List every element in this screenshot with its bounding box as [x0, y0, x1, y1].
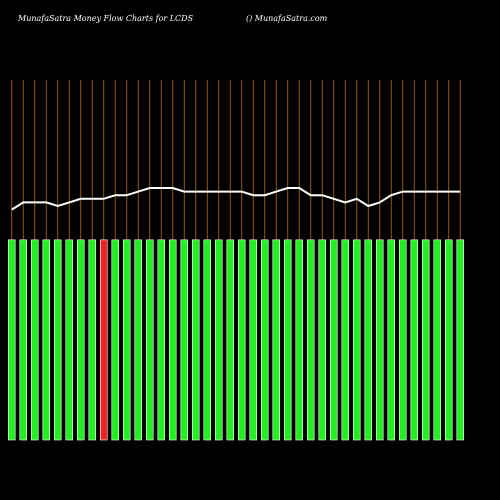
bar — [8, 239, 16, 441]
bar — [77, 239, 85, 441]
bar — [53, 239, 62, 441]
bar — [111, 239, 120, 441]
bar — [19, 239, 27, 441]
bar — [134, 239, 143, 441]
bar — [157, 239, 166, 441]
bar — [260, 239, 269, 441]
bar — [146, 239, 154, 441]
bar — [30, 239, 39, 441]
bar — [295, 239, 303, 441]
bar — [329, 239, 338, 441]
bar — [387, 239, 395, 441]
bar — [341, 239, 349, 441]
bar — [123, 239, 131, 441]
bar — [398, 239, 407, 441]
bar — [283, 239, 292, 441]
bar — [421, 239, 430, 441]
bar — [65, 239, 74, 441]
bar — [306, 239, 315, 441]
bar — [238, 239, 246, 441]
bar — [42, 239, 50, 441]
bar — [226, 239, 235, 441]
bar — [215, 239, 223, 441]
chart-title: MunafaSatra Money Flow Charts for LCDS — [17, 14, 194, 23]
bar — [169, 239, 177, 441]
bar — [444, 239, 453, 441]
bar — [318, 239, 326, 441]
bar — [249, 239, 258, 441]
bar — [272, 239, 280, 441]
bar — [364, 239, 372, 441]
bar — [100, 239, 108, 441]
bar — [180, 239, 189, 441]
bar — [203, 239, 212, 441]
bar — [192, 239, 200, 441]
bar — [456, 239, 464, 441]
bar — [433, 239, 441, 441]
chart-subtitle: () MunafaSatra.com — [246, 14, 328, 23]
bar — [410, 239, 418, 441]
bar — [352, 239, 361, 441]
bar — [375, 239, 384, 441]
bar — [88, 239, 97, 441]
line — [11, 187, 461, 211]
